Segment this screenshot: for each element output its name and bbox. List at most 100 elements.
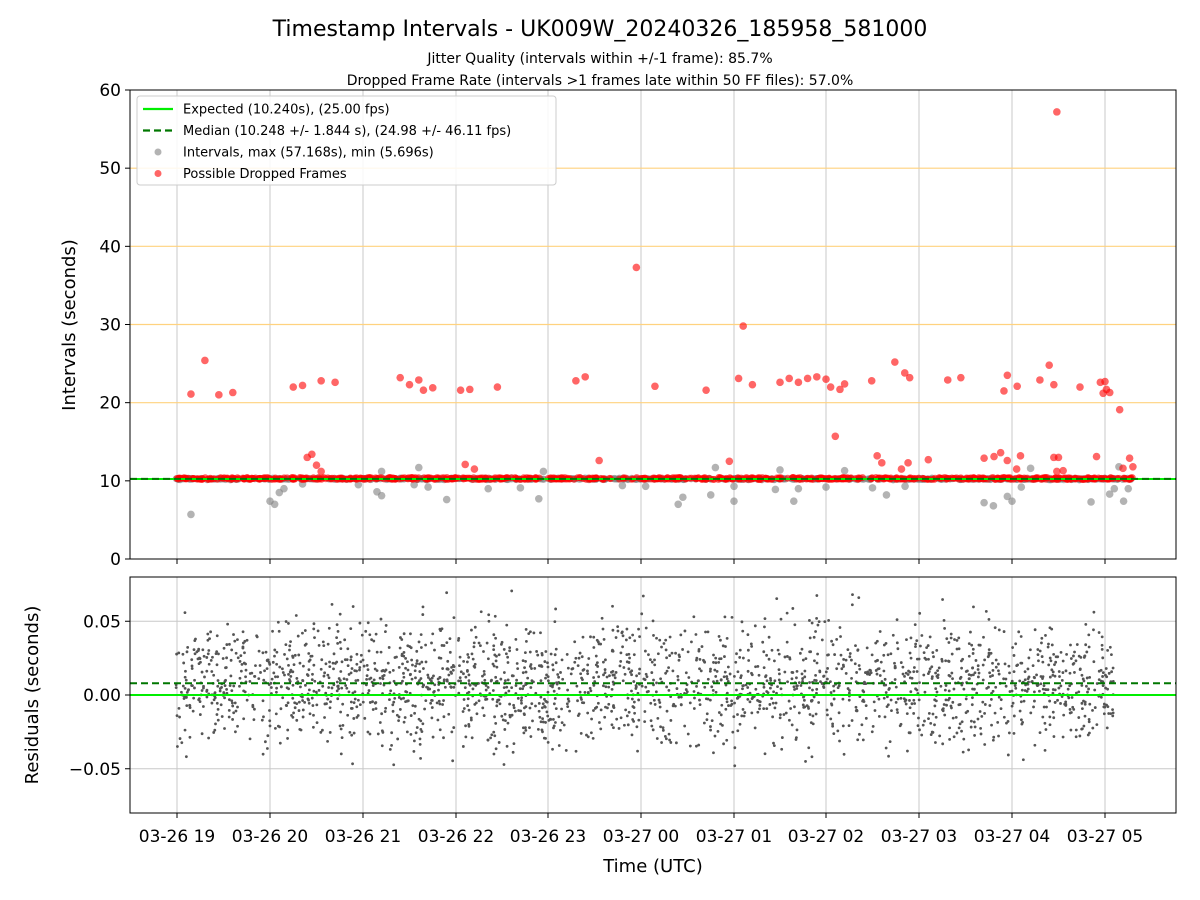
residual-reference-lines	[130, 682, 1176, 696]
residual-point	[212, 673, 216, 677]
residual-point	[383, 710, 387, 713]
residual-point	[284, 643, 288, 647]
residual-point	[487, 619, 491, 623]
residual-point	[338, 612, 342, 616]
residual-point	[698, 667, 701, 671]
residual-point	[934, 687, 938, 691]
residual-point	[947, 641, 951, 644]
residual-point	[877, 667, 881, 671]
residual-point	[665, 669, 669, 673]
residual-point	[361, 658, 365, 662]
residual-point	[614, 636, 618, 639]
residual-point	[534, 704, 537, 708]
residual-point	[505, 623, 509, 627]
residual-point	[1088, 702, 1092, 706]
residual-point	[622, 666, 626, 669]
residual-point	[810, 698, 814, 702]
residual-point	[797, 711, 801, 715]
dropped-frame-point	[1016, 452, 1025, 460]
residual-point	[223, 696, 226, 700]
residual-point	[692, 615, 696, 619]
residual-point	[933, 698, 937, 702]
residual-point	[997, 669, 1000, 673]
residual-point	[489, 679, 493, 683]
residual-point	[973, 671, 977, 675]
residual-point	[1010, 704, 1014, 708]
residual-point	[960, 666, 963, 670]
residual-point	[306, 674, 310, 677]
residual-point	[347, 673, 351, 676]
residual-point	[339, 727, 343, 731]
residual-point	[1041, 660, 1045, 664]
residual-point	[368, 701, 372, 704]
dropped-frame-point	[1012, 465, 1021, 473]
residual-point	[438, 702, 442, 706]
residual-point	[365, 677, 368, 681]
residual-point	[948, 674, 952, 678]
dropped-frame-point	[461, 460, 470, 469]
residual-point	[448, 637, 452, 641]
residual-point	[808, 636, 812, 640]
interval-point	[980, 498, 988, 507]
residual-point	[402, 720, 406, 724]
residual-point	[442, 679, 446, 683]
residual-point	[1054, 655, 1058, 659]
dropped-frame-point	[229, 388, 237, 397]
residual-point	[712, 653, 715, 657]
residual-point	[660, 741, 663, 744]
residual-point	[496, 698, 500, 702]
residual-point	[824, 670, 828, 674]
residual-point	[265, 747, 269, 750]
residual-point	[962, 737, 966, 741]
residual-point	[813, 678, 816, 682]
residual-point	[510, 674, 514, 678]
residual-point	[576, 664, 580, 668]
residual-point	[637, 627, 640, 631]
residual-point	[174, 686, 178, 690]
residual-point	[916, 724, 920, 728]
residual-point	[1020, 718, 1023, 722]
residual-point	[523, 666, 526, 670]
residual-point	[1101, 675, 1104, 678]
residual-point	[822, 685, 825, 688]
residual-point	[741, 708, 745, 711]
residual-point	[920, 733, 924, 737]
residual-point	[327, 626, 331, 630]
residual-point	[303, 701, 307, 704]
residual-point	[408, 691, 412, 695]
residual-point	[380, 712, 384, 716]
residual-point	[877, 697, 881, 701]
residual-point	[430, 641, 433, 645]
residual-point	[950, 671, 954, 675]
residual-point	[1068, 708, 1072, 711]
residual-point	[621, 645, 624, 649]
residual-point	[182, 697, 186, 700]
dropped-frame-point	[739, 322, 747, 330]
residual-point	[797, 681, 801, 685]
residual-point	[677, 658, 681, 662]
residual-point	[1083, 714, 1087, 718]
residual-point	[264, 650, 268, 654]
residual-point	[603, 668, 607, 671]
residual-point	[697, 649, 701, 653]
residual-point	[933, 723, 936, 727]
residual-point	[336, 697, 340, 701]
residual-point	[1041, 675, 1045, 678]
residual-point	[177, 706, 181, 710]
residual-point	[625, 714, 629, 718]
residual-point	[1078, 734, 1082, 738]
residual-point	[801, 658, 805, 662]
residual-point	[1043, 721, 1047, 725]
residual-point	[932, 655, 935, 659]
residual-point	[415, 649, 419, 653]
residual-point	[983, 711, 986, 715]
residual-point	[301, 664, 305, 668]
residual-point	[292, 711, 295, 715]
residual-point	[554, 707, 558, 711]
residual-point	[409, 732, 413, 736]
residual-point	[427, 676, 430, 679]
residual-point	[1068, 671, 1072, 675]
residual-point	[837, 711, 841, 715]
dropped-frame-point	[1119, 464, 1127, 473]
residual-point	[560, 707, 563, 711]
